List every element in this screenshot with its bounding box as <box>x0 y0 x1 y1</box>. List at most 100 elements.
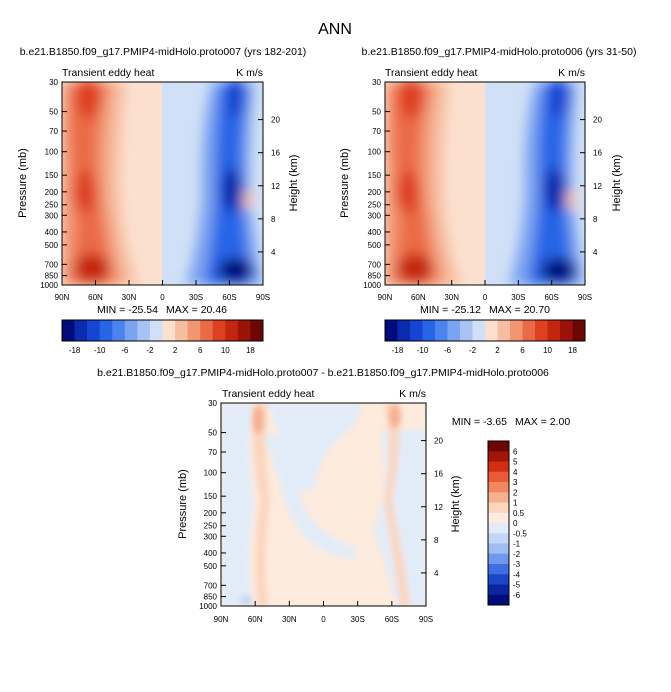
y-right-tick-label: 16 <box>271 149 280 158</box>
x-tick-label: 90S <box>256 293 270 302</box>
y-tick-label: 1000 <box>40 281 58 290</box>
colorbar-label: -6 <box>444 346 452 355</box>
x-tick-label: 30S <box>351 615 365 624</box>
colorbar-swatch <box>237 320 251 341</box>
negative-tongue <box>262 430 356 560</box>
x-tick-label: 0 <box>321 615 326 624</box>
y-tick-label: 500 <box>45 241 59 250</box>
panel-subtitle-left: Transient eddy heat <box>62 67 155 79</box>
x-tick-label: 0 <box>160 293 165 302</box>
colorbar-swatch <box>212 320 226 341</box>
colorbar-label: -1 <box>513 540 521 549</box>
y-tick-label: 150 <box>368 171 382 180</box>
colorbar-label: -10 <box>94 346 106 355</box>
colorbar-label: 6 <box>513 447 518 456</box>
x-tick-label: 30N <box>122 293 137 302</box>
max-label: MAX = 20.46 <box>166 304 227 316</box>
y-right-tick-label: 20 <box>434 437 443 446</box>
y-axis-label-right: Height (km) <box>288 155 300 212</box>
colorbar-label: -4 <box>513 570 521 579</box>
colorbar-swatch <box>175 320 188 341</box>
panel-subtitle-left: Transient eddy heat <box>385 67 478 79</box>
colorbar-label: -10 <box>417 346 429 355</box>
colorbar-swatch <box>488 574 509 585</box>
colorbar: -18 -10 -6 -2 2 6 10 18 <box>61 319 264 355</box>
colorbar-label: -0.5 <box>513 529 527 538</box>
colorbar-label: -2 <box>146 346 154 355</box>
y-tick-label: 200 <box>204 509 218 518</box>
x-tick-label: 60N <box>248 615 263 624</box>
colorbar-label: 1 <box>513 499 518 508</box>
y-axis-label: Pressure (mb) <box>177 469 189 539</box>
min-label: MIN = -25.54 <box>97 304 158 316</box>
negative-region-south <box>374 430 426 606</box>
y-right-tick-label: 20 <box>271 116 280 125</box>
negative-max-low <box>541 258 577 282</box>
y-tick-label: 400 <box>45 228 59 237</box>
y-tick-label: 30 <box>49 78 58 87</box>
y-tick-label: 700 <box>368 260 382 269</box>
colorbar-swatch <box>62 320 75 341</box>
colorbar-swatch <box>488 482 509 493</box>
colorbar-label: -3 <box>513 560 521 569</box>
colorbar-label: 0 <box>513 519 518 528</box>
colorbar-swatch <box>162 320 176 341</box>
x-tick-label: 60S <box>222 293 236 302</box>
positive-blob-south <box>389 404 401 428</box>
y-tick-label: 150 <box>45 171 59 180</box>
positive-max-top <box>76 82 100 118</box>
colorbar-swatch <box>488 584 509 596</box>
colorbar-label: 3 <box>513 478 518 487</box>
panel-title: b.e21.B1850.f09_g17.PMIP4-midHolo.proto0… <box>97 367 549 379</box>
colorbar-label: 5 <box>513 458 518 467</box>
y-tick-label: 50 <box>208 429 217 438</box>
negative-max-mid <box>221 168 243 212</box>
y-tick-label: 300 <box>368 211 382 220</box>
y-tick-label: 30 <box>372 78 381 87</box>
negative-max-top <box>549 82 569 118</box>
y-tick-label: 70 <box>208 448 217 457</box>
colorbar-frame <box>384 319 586 342</box>
y-tick-label: 200 <box>45 188 59 197</box>
colorbar-label: 6 <box>520 346 525 355</box>
colorbar-swatch <box>560 320 573 341</box>
positive-max-mid <box>396 170 418 214</box>
y-tick-label: 300 <box>45 211 59 220</box>
colorbar-swatch <box>488 471 509 483</box>
x-tick-label: 60N <box>88 293 103 302</box>
negative-region-upper <box>268 403 362 490</box>
y-tick-label: 400 <box>204 549 218 558</box>
panel-top-right: b.e21.B1850.f09_g17.PMIP4-midHolo.proto0… <box>339 46 636 355</box>
y-tick-label: 850 <box>45 272 59 281</box>
y-tick-label: 300 <box>204 532 218 541</box>
colorbar-swatch <box>485 320 498 341</box>
colorbar-label: 6 <box>198 346 203 355</box>
colorbar-swatch <box>124 320 138 341</box>
colorbar-swatch <box>422 320 436 341</box>
colorbar: -18 -10 -6 -2 2 6 10 18 <box>384 319 586 355</box>
x-ticks: 90N 60N 30N 0 30S 60S 90S <box>214 601 433 624</box>
x-ticks: 90N 60N 30N 0 30S 60S 90S <box>55 280 270 302</box>
y-right-tick-label: 12 <box>434 503 443 512</box>
colorbar-label: -2 <box>469 346 477 355</box>
x-tick-label: 0 <box>483 293 488 302</box>
colorbar-swatch <box>385 320 398 341</box>
colorbar-label: 18 <box>246 346 255 355</box>
colorbar-swatch <box>497 320 511 341</box>
panel-subtitle-right: K m/s <box>399 388 426 400</box>
y-tick-label: 400 <box>368 228 382 237</box>
colorbar-swatch <box>225 320 239 341</box>
colorbar-frame <box>61 319 264 342</box>
colorbar-label: -6 <box>513 591 521 600</box>
figure-title: ANN <box>318 21 352 38</box>
y-tick-label: 100 <box>45 148 59 157</box>
contour-field <box>62 82 263 285</box>
colorbar-label: 2 <box>173 346 178 355</box>
x-tick-label: 90S <box>419 615 433 624</box>
y-right-tick-label: 8 <box>593 215 598 224</box>
colorbar-swatch <box>488 492 509 503</box>
colorbar-swatch <box>460 320 473 341</box>
colorbar-swatch <box>547 320 561 341</box>
